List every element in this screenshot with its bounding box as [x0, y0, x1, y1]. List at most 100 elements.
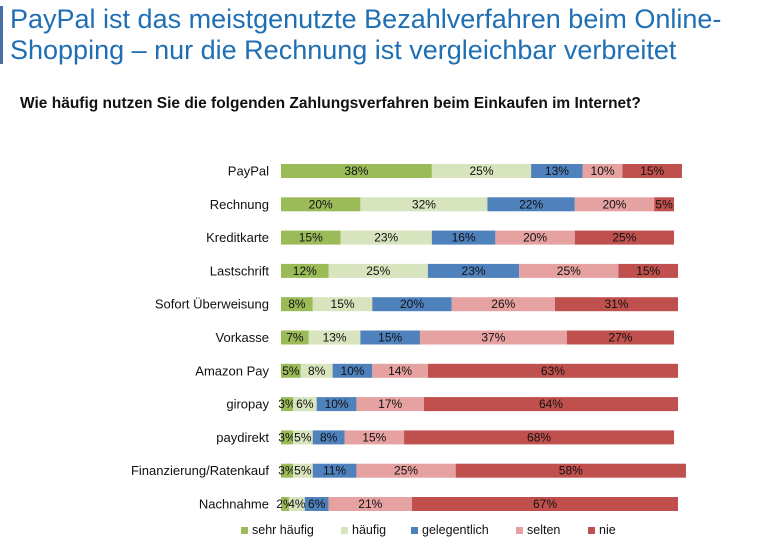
- bar-paydirekt-selten: [344, 430, 405, 445]
- bar-amazon-pay-nie: [427, 363, 678, 378]
- data-label-kreditkarte-selten: 20%: [523, 231, 547, 245]
- bar-finanzierung-ratenkauf-selten: [356, 463, 456, 478]
- category-label-amazon-pay: Amazon Pay: [195, 363, 269, 378]
- data-label-amazon-pay-sehr-haeufig: 5%: [282, 364, 300, 378]
- legend-swatch-haeufig: [341, 527, 348, 534]
- category-label-vorkasse: Vorkasse: [216, 330, 269, 345]
- bar-paydirekt-nie: [404, 430, 675, 445]
- data-label-lastschrift-haeufig: 25%: [366, 264, 390, 278]
- data-label-giropay-gelegentlich: 10%: [325, 397, 349, 411]
- bar-giropay-nie: [423, 397, 678, 412]
- data-label-lastschrift-gelegentlich: 23%: [462, 264, 486, 278]
- category-label-lastschrift: Lastschrift: [210, 263, 270, 278]
- bar-paydirekt-haeufig: [292, 430, 313, 445]
- bar-paypal-haeufig: [431, 164, 532, 178]
- bar-nachnahme-gelegentlich: [304, 497, 329, 511]
- bar-kreditkarte-gelegentlich: [431, 230, 496, 245]
- bar-lastschrift-selten: [519, 263, 619, 278]
- bar-lastschrift-nie: [618, 263, 678, 278]
- data-label-vorkasse-sehr-haeufig: 7%: [286, 331, 304, 345]
- bar-giropay-selten: [356, 397, 424, 412]
- bar-giropay-sehr-haeufig: [281, 397, 293, 412]
- legend-swatch-nie: [588, 527, 595, 534]
- bar-rechnung-haeufig: [360, 197, 488, 212]
- data-label-vorkasse-gelegentlich: 15%: [378, 331, 402, 345]
- bar-lastschrift-gelegentlich: [427, 263, 520, 278]
- bar-paypal-sehr-haeufig: [281, 164, 432, 178]
- bar-nachnahme-haeufig: [288, 497, 305, 511]
- bar-rechnung-gelegentlich: [487, 197, 575, 212]
- data-label-paydirekt-haeufig: 5%: [294, 430, 312, 444]
- data-label-giropay-sehr-haeufig: 3%: [278, 397, 296, 411]
- data-label-vorkasse-selten: 37%: [481, 331, 505, 345]
- bar-paydirekt-sehr-haeufig: [281, 430, 293, 445]
- data-label-sofort-ueberweisung-nie: 31%: [604, 297, 628, 311]
- category-label-nachnahme: Nachnahme: [199, 497, 269, 512]
- data-label-rechnung-selten: 20%: [602, 197, 626, 211]
- bar-finanzierung-ratenkauf-nie: [455, 463, 686, 478]
- data-label-finanzierung-ratenkauf-nie: 58%: [559, 464, 583, 478]
- data-label-sofort-ueberweisung-gelegentlich: 20%: [400, 297, 424, 311]
- data-label-nachnahme-haeufig: 4%: [288, 497, 306, 511]
- bar-amazon-pay-selten: [372, 363, 428, 378]
- bar-sofort-ueberweisung-haeufig: [312, 297, 373, 312]
- data-label-sofort-ueberweisung-selten: 26%: [491, 297, 515, 311]
- data-label-rechnung-nie: 5%: [655, 197, 673, 211]
- legend-swatch-sehr-haeufig: [241, 527, 248, 534]
- category-label-rechnung: Rechnung: [210, 197, 269, 212]
- data-label-amazon-pay-haeufig: 8%: [308, 364, 326, 378]
- bar-vorkasse-selten: [419, 330, 567, 345]
- data-label-paypal-sehr-haeufig: 38%: [344, 164, 368, 178]
- bar-sofort-ueberweisung-sehr-haeufig: [281, 297, 313, 312]
- data-label-kreditkarte-gelegentlich: 16%: [452, 231, 476, 245]
- data-label-giropay-nie: 64%: [539, 397, 563, 411]
- category-label-paydirekt: paydirekt: [216, 430, 269, 445]
- bar-amazon-pay-haeufig: [300, 363, 333, 378]
- bar-lastschrift-sehr-haeufig: [281, 263, 329, 278]
- bar-finanzierung-ratenkauf-gelegentlich: [312, 463, 357, 478]
- legend-label-nie: nie: [599, 523, 616, 537]
- data-label-paydirekt-sehr-haeufig: 3%: [278, 430, 296, 444]
- bar-amazon-pay-sehr-haeufig: [281, 363, 301, 378]
- data-label-vorkasse-haeufig: 13%: [323, 331, 347, 345]
- bar-sofort-ueberweisung-selten: [451, 297, 555, 312]
- category-label-paypal: PayPal: [228, 164, 269, 179]
- bar-rechnung-nie: [654, 197, 675, 212]
- data-label-finanzierung-ratenkauf-haeufig: 5%: [294, 464, 312, 478]
- bar-finanzierung-ratenkauf-sehr-haeufig: [281, 463, 293, 478]
- bar-nachnahme-nie: [412, 497, 678, 511]
- data-label-sofort-ueberweisung-sehr-haeufig: 8%: [288, 297, 306, 311]
- data-label-amazon-pay-nie: 63%: [541, 364, 565, 378]
- data-label-giropay-selten: 17%: [378, 397, 402, 411]
- category-label-sofort-ueberweisung: Sofort Überweisung: [155, 297, 269, 312]
- legend-label-selten: selten: [527, 523, 560, 537]
- data-label-kreditkarte-sehr-haeufig: 15%: [299, 231, 323, 245]
- page-title: PayPal ist das meistgenutzte Bezahlverfa…: [10, 4, 722, 65]
- data-label-rechnung-haeufig: 32%: [412, 197, 436, 211]
- data-label-rechnung-sehr-haeufig: 20%: [309, 197, 333, 211]
- bar-nachnahme-selten: [328, 497, 413, 511]
- data-label-vorkasse-nie: 27%: [608, 331, 632, 345]
- legend-label-gelegentlich: gelegentlich: [422, 523, 489, 537]
- bar-vorkasse-gelegentlich: [360, 330, 420, 345]
- data-label-lastschrift-selten: 25%: [557, 264, 581, 278]
- data-label-paydirekt-selten: 15%: [362, 430, 386, 444]
- bar-vorkasse-nie: [566, 330, 675, 345]
- bar-finanzierung-ratenkauf-haeufig: [292, 463, 313, 478]
- category-label-kreditkarte: Kreditkarte: [206, 230, 269, 245]
- chart-question: Wie häufig nutzen Sie die folgenden Zahl…: [20, 95, 641, 112]
- bar-giropay-haeufig: [292, 397, 317, 412]
- data-label-finanzierung-ratenkauf-gelegentlich: 11%: [323, 464, 346, 478]
- bar-giropay-gelegentlich: [316, 397, 357, 412]
- data-label-rechnung-gelegentlich: 22%: [519, 197, 543, 211]
- bar-nachnahme-sehr-haeufig: [281, 497, 289, 511]
- data-label-nachnahme-selten: 21%: [358, 497, 382, 511]
- data-label-sofort-ueberweisung-haeufig: 15%: [331, 297, 355, 311]
- data-label-amazon-pay-gelegentlich: 10%: [340, 364, 364, 378]
- bar-paydirekt-gelegentlich: [312, 430, 345, 445]
- data-label-kreditkarte-nie: 25%: [612, 231, 636, 245]
- data-label-finanzierung-ratenkauf-sehr-haeufig: 3%: [278, 464, 296, 478]
- bar-kreditkarte-haeufig: [340, 230, 432, 245]
- bar-kreditkarte-nie: [574, 230, 675, 245]
